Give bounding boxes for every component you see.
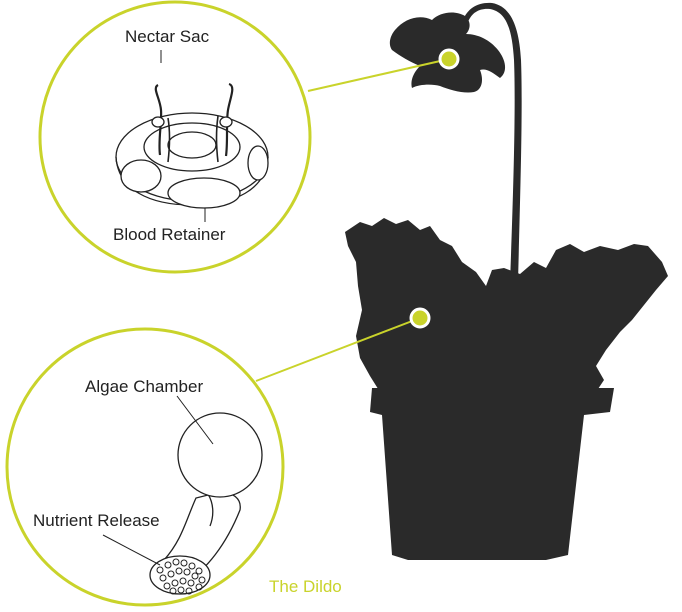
nectar-device-illustration [115,82,269,209]
nutrient-release-label: Nutrient Release [33,511,160,530]
algae-device-illustration [149,412,263,595]
blood-retainer-label: Blood Retainer [113,225,226,244]
pot [370,388,614,560]
callout-line-top [307,58,450,92]
flower-stem [463,2,522,284]
foliage [345,218,668,392]
algae-chamber-leader [176,395,214,445]
the-dildo-caption: The Dildo [269,577,342,596]
plant-silhouette [345,2,668,560]
nectar-sac-label: Nectar Sac [125,27,210,46]
algae-chamber-label: Algae Chamber [85,377,204,396]
nutrient-release-leader [102,534,161,566]
callout-line-bottom [255,317,421,382]
flower-marker-dot[interactable] [438,48,460,70]
foliage-marker-dot[interactable] [409,307,431,329]
nutrient-release-texture [156,558,206,595]
